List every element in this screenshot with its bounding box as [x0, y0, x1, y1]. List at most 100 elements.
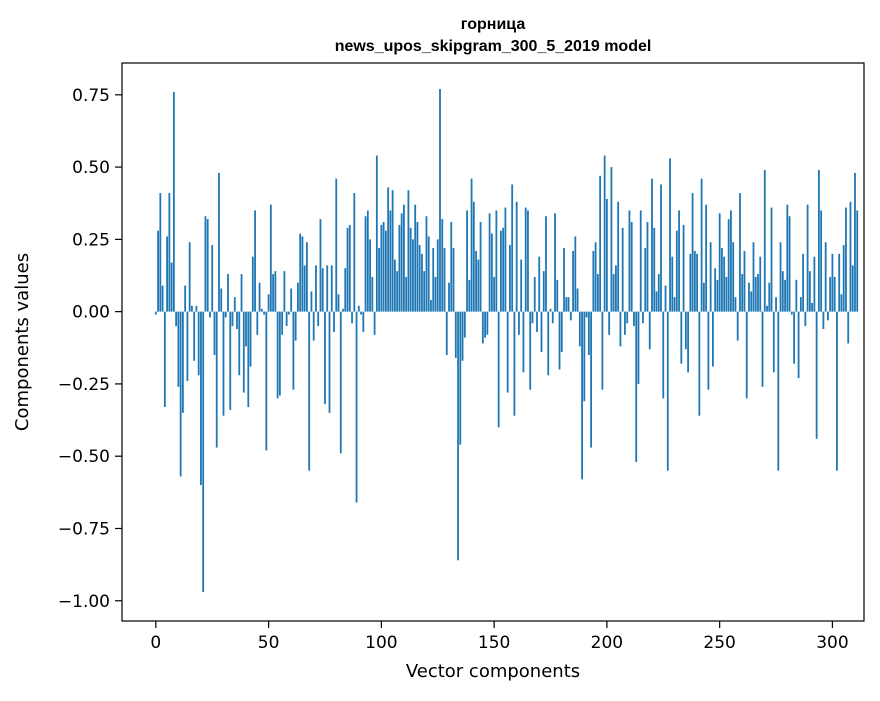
bar-302 [836, 311, 838, 471]
bar-199 [603, 155, 606, 312]
bar-227 [666, 311, 669, 471]
x-tick-label: 50 [258, 633, 280, 653]
bar-237 [689, 253, 692, 312]
bar-123 [432, 248, 435, 312]
bar-31 [224, 311, 227, 318]
bar-193 [590, 311, 592, 448]
bar-260 [741, 274, 744, 312]
bar-86 [348, 224, 351, 312]
bar-198 [601, 311, 604, 390]
bar-220 [651, 178, 653, 312]
bar-22 [204, 216, 207, 312]
bar-251 [721, 248, 723, 312]
bar-151 [495, 210, 498, 312]
bar-68 [308, 311, 311, 471]
bar-129 [445, 311, 448, 356]
bar-249 [716, 279, 719, 312]
bar-185 [572, 250, 574, 312]
bar-223 [657, 274, 660, 312]
bar-134 [457, 311, 459, 561]
bar-233 [680, 311, 683, 364]
bar-271 [766, 305, 768, 312]
y-tick-label: 0.75 [72, 86, 110, 106]
bar-64 [299, 233, 302, 312]
bar-97 [373, 311, 376, 335]
bar-222 [655, 291, 658, 312]
bar-115 [414, 204, 417, 312]
bar-153 [499, 230, 502, 312]
bar-38 [240, 274, 243, 312]
bar-213 [635, 311, 638, 462]
x-tick-label: 300 [816, 633, 848, 653]
bar-72 [317, 311, 320, 327]
bar-37 [238, 311, 241, 376]
bar-297 [824, 242, 827, 312]
bar-80 [335, 178, 338, 312]
bar-110 [403, 204, 405, 312]
bar-256 [732, 242, 735, 312]
bar-124 [434, 276, 437, 312]
bar-126 [439, 89, 441, 312]
bar-56 [281, 311, 284, 335]
chart-title-line1: горница [461, 16, 526, 33]
bar-136 [461, 311, 464, 361]
bar-55 [278, 311, 281, 396]
bar-221 [653, 227, 656, 312]
bar-202 [610, 167, 613, 312]
bar-139 [468, 279, 471, 312]
bar-157 [509, 245, 511, 312]
x-axis-ticks: 0 50 100 150 200 250 300 [150, 621, 849, 653]
bar-28 [218, 172, 220, 312]
bar-212 [633, 311, 635, 327]
bar-8 [172, 91, 175, 312]
bar-133 [454, 311, 457, 358]
bar-155 [504, 207, 507, 312]
bar-116 [416, 222, 419, 312]
bar-298 [827, 311, 829, 321]
bar-287 [802, 253, 804, 312]
x-tick-label: 250 [703, 633, 735, 653]
bar-130 [448, 282, 450, 312]
bar-161 [518, 311, 520, 335]
bar-104 [389, 210, 392, 312]
bar-108 [398, 224, 401, 312]
bar-182 [565, 297, 568, 312]
bar-99 [378, 248, 380, 312]
bar-114 [412, 239, 414, 312]
bar-13 [184, 285, 187, 312]
bar-275 [775, 297, 777, 312]
bar-196 [596, 274, 599, 312]
bar-92 [362, 311, 365, 332]
bar-143 [477, 259, 480, 312]
bar-83 [342, 308, 344, 312]
bar-21 [202, 311, 205, 593]
bar-224 [660, 184, 662, 312]
bar-87 [351, 311, 353, 324]
bar-7 [170, 262, 173, 312]
bar-217 [644, 248, 647, 312]
bar-9 [175, 311, 178, 327]
bar-286 [799, 297, 802, 312]
bar-255 [730, 210, 732, 312]
bar-270 [763, 169, 766, 312]
bar-113 [409, 227, 412, 312]
bar-82 [339, 311, 342, 454]
bar-307 [847, 311, 850, 344]
bar-135 [459, 311, 462, 445]
bar-66 [303, 265, 306, 312]
bar-174 [547, 311, 550, 376]
bar-117 [418, 245, 421, 312]
bar-259 [739, 193, 741, 312]
bar-145 [481, 311, 484, 344]
bar-69 [310, 291, 313, 312]
bar-293 [815, 311, 818, 439]
bar-163 [522, 311, 525, 373]
bar-149 [490, 233, 493, 312]
bar-248 [714, 268, 717, 312]
bar-284 [795, 279, 798, 312]
bar-24 [209, 311, 211, 318]
bar-73 [319, 219, 322, 312]
bar-0 [154, 311, 157, 315]
bar-176 [551, 311, 554, 324]
bar-79 [333, 311, 335, 332]
